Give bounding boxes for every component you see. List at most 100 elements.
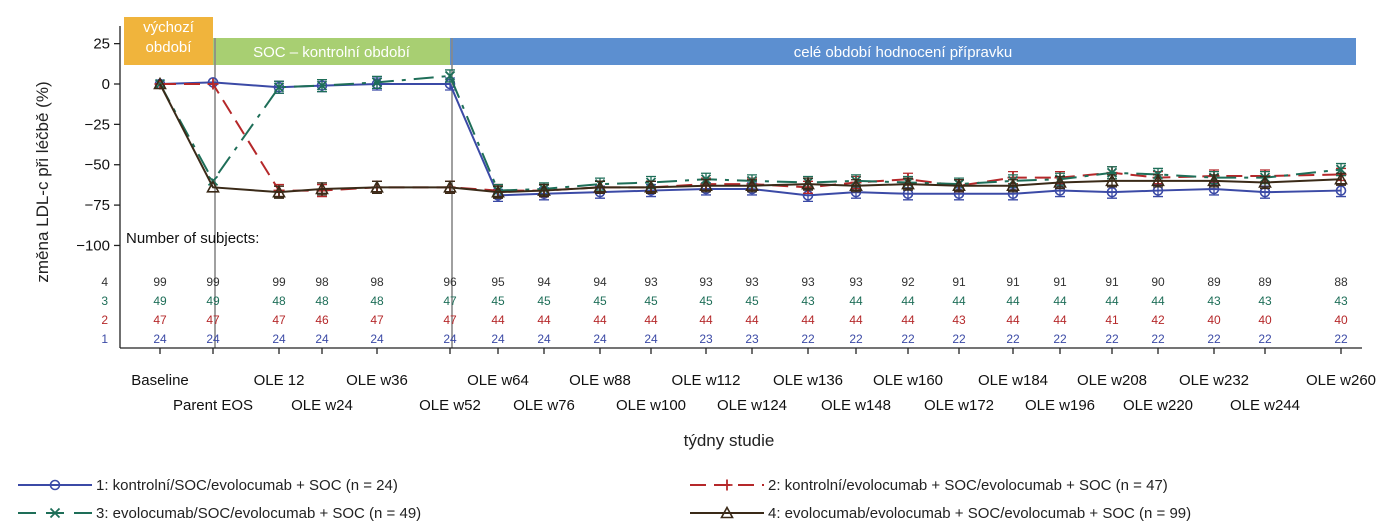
subject-count: 40 [1258,313,1272,327]
data-point [952,178,966,192]
x-tick-label: OLE w64 [467,372,529,389]
period-band [124,17,213,65]
subject-count: 94 [537,275,551,289]
subject-count: 44 [849,294,863,308]
subject-count: 43 [952,313,966,327]
subject-count: 43 [801,294,815,308]
x-tick-label: OLE w124 [717,397,787,414]
subject-count: 93 [801,275,815,289]
subject-count: 48 [315,294,329,308]
legend-item-1: 1: kontrolní/SOC/evolocumab + SOC (n = 2… [18,477,398,494]
subject-count: 91 [1105,275,1119,289]
subject-count: 24 [370,332,384,346]
data-point [1053,175,1067,188]
subject-count: 42 [1151,313,1165,327]
data-point [370,180,384,193]
data-point [1335,185,1347,196]
subject-count: 48 [272,294,286,308]
period-label: celé období hodnocení přípravku [794,44,1013,61]
subject-count: 44 [537,313,551,327]
subject-count: 99 [272,275,286,289]
subject-count: 47 [370,313,384,327]
subject-count: 46 [315,313,329,327]
data-point [699,178,713,192]
y-tick-label: 25 [93,36,110,53]
subject-count: 91 [1006,275,1020,289]
subject-count: 91 [1053,275,1067,289]
y-axis: 25 0 −25 −50 −75 −100 [76,26,121,348]
subject-count: 43 [1258,294,1272,308]
subject-count: 94 [593,275,607,289]
subject-count: 44 [491,313,505,327]
subject-count: 89 [1258,275,1272,289]
subject-count: 22 [1006,332,1020,346]
y-axis-title: změna LDL-c při léčbě (%) [33,81,52,282]
subject-count: 93 [849,275,863,289]
subject-count: 44 [644,313,658,327]
data-point [1105,173,1119,187]
data-point [371,77,383,88]
subject-count: 22 [1151,332,1165,346]
legend-label: 3: evolocumab/SOC/evolocumab + SOC (n = … [96,505,421,522]
x-tick-label: OLE w160 [873,372,943,389]
period-label: období [146,39,193,56]
x-tick-label: OLE w232 [1179,372,1249,389]
y-tick-label: −50 [85,157,110,174]
x-tick-label: OLE w244 [1230,397,1300,414]
x-tick-label: OLE w88 [569,372,631,389]
subject-count: 23 [699,332,713,346]
subjects-group-label: 3 [101,294,108,308]
subject-count: 24 [315,332,329,346]
series-line [159,83,1342,194]
data-point [1106,167,1118,178]
x-tick-label: OLE w220 [1123,397,1193,414]
data-point [1006,178,1020,192]
subject-count: 96 [443,275,457,289]
subject-count: 88 [1334,275,1348,289]
period-label: SOC – kontrolní období [253,44,411,61]
x-tick-label: OLE w76 [513,397,575,414]
subject-count: 44 [901,313,915,327]
subject-count: 92 [901,275,915,289]
y-tick-label: −75 [85,197,110,214]
subject-count: 24 [443,332,457,346]
subject-count: 44 [901,294,915,308]
series-line [159,74,1342,192]
subject-count: 23 [745,332,759,346]
subject-count: 45 [491,294,505,308]
subject-count: 22 [901,332,915,346]
subject-count: 45 [644,294,658,308]
subject-count: 48 [370,294,384,308]
subject-count: 45 [745,294,759,308]
series-4 [153,76,1348,199]
data-point [272,185,286,198]
data-point [1151,173,1165,187]
legend-item-4: 4: evolocumab/evolocumab + SOC/evolocuma… [690,505,1191,522]
subject-count: 98 [315,275,329,289]
subject-count: 24 [206,332,220,346]
data-point [593,180,607,193]
subject-count: 47 [443,294,457,308]
x-tick-label: OLE w36 [346,372,408,389]
subject-count: 45 [699,294,713,308]
subject-counts: Number of subjects: 4 99 99 99 98 98 96 95 94 94 93… [101,230,1348,346]
x-tick-label: OLE w112 [672,372,741,389]
data-point [491,185,505,198]
subject-count: 47 [272,313,286,327]
x-tick-label: OLE w196 [1025,397,1095,414]
data-point [49,507,61,519]
x-tick-label: OLE w172 [924,397,994,414]
x-axis-title: týdny studie [684,431,775,450]
subject-count: 49 [206,294,220,308]
legend-label: 1: kontrolní/SOC/evolocumab + SOC (n = 2… [96,477,398,494]
subject-count: 43 [1207,294,1221,308]
series-lines [153,69,1348,203]
data-point [1207,173,1221,187]
subject-count: 24 [644,332,658,346]
data-point [444,70,456,82]
period-band [450,38,1356,65]
data-point [206,180,220,193]
subject-count: 44 [1053,313,1067,327]
subject-count: 93 [745,275,759,289]
data-point [745,178,759,192]
